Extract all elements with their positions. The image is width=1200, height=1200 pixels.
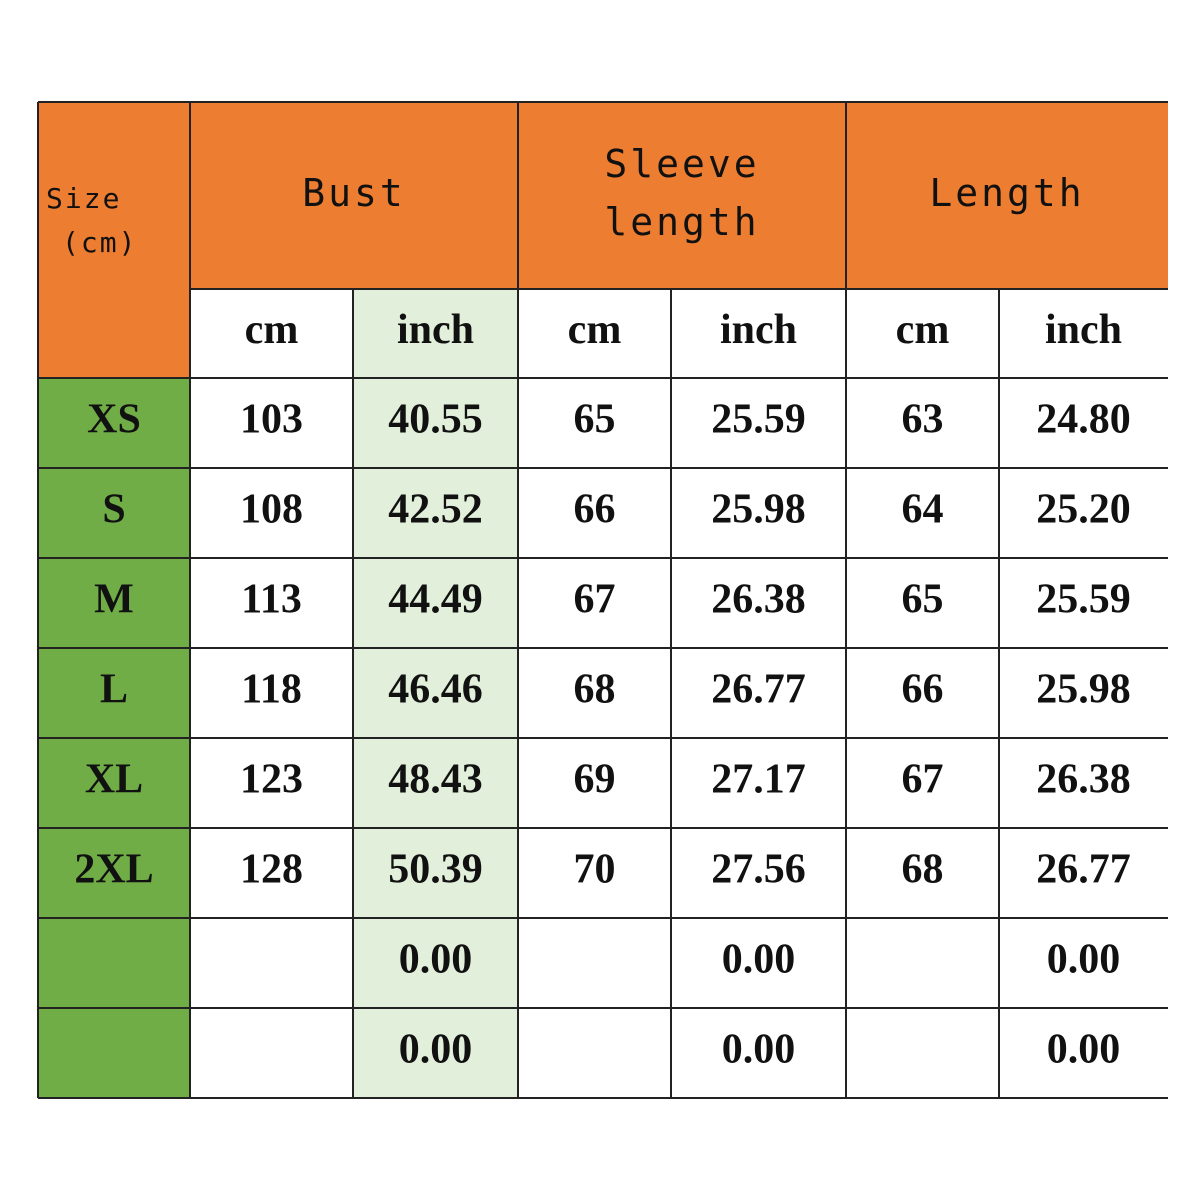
cell-value: 0.00	[1047, 1027, 1121, 1073]
cell-value: 25.98	[711, 487, 806, 533]
cell-value: 26.38	[711, 577, 806, 623]
cell-value: 26.38	[1036, 757, 1131, 803]
cell-value: 42.52	[388, 487, 483, 533]
cell-value: 123	[240, 757, 303, 803]
cell-value: 25.59	[1036, 577, 1131, 623]
size-header: Size	[46, 182, 121, 215]
cell-value: 48.43	[388, 757, 483, 803]
cell-value: 24.80	[1036, 397, 1131, 443]
size-header-bg	[38, 102, 190, 378]
cell-value: 44.49	[388, 577, 483, 623]
unit-header: cm	[568, 307, 622, 353]
cell-value: 46.46	[388, 667, 483, 713]
cell-value: 40.55	[388, 397, 483, 443]
cell-value: 67	[574, 577, 616, 623]
cell-value: 25.98	[1036, 667, 1131, 713]
cell-value: 0.00	[722, 937, 796, 983]
group-header: Length	[929, 171, 1084, 215]
cell-value: 68	[574, 667, 616, 713]
cell-value: 0.00	[1047, 937, 1121, 983]
cell-value: 70	[574, 847, 616, 893]
cell-value: 65	[902, 577, 944, 623]
unit-header: inch	[397, 307, 474, 353]
cell-value: 64	[902, 487, 944, 533]
size-label: XS	[87, 397, 141, 443]
size-label: L	[100, 667, 128, 713]
cell-value: 25.20	[1036, 487, 1131, 533]
cell-value: 128	[240, 847, 303, 893]
cell-value: 69	[574, 757, 616, 803]
unit-header: cm	[896, 307, 950, 353]
size-label: S	[102, 487, 125, 533]
cell-value: 108	[240, 487, 303, 533]
cell-value: 66	[902, 667, 944, 713]
cell-value: 66	[574, 487, 616, 533]
cell-value: 26.77	[1036, 847, 1131, 893]
cell-value: 0.00	[399, 1027, 473, 1073]
group-header: Bust	[302, 171, 406, 215]
size-label: M	[94, 577, 134, 623]
cell-value: 63	[902, 397, 944, 443]
group-header: length	[604, 200, 759, 244]
cell-value: 68	[902, 847, 944, 893]
unit-header: inch	[720, 307, 797, 353]
cell-value: 118	[241, 667, 302, 713]
inch-column-bg	[353, 289, 518, 1098]
unit-header: inch	[1045, 307, 1122, 353]
cell-value: 67	[902, 757, 944, 803]
cell-value: 27.56	[711, 847, 806, 893]
cell-value: 65	[574, 397, 616, 443]
size-label: XL	[85, 757, 143, 803]
cell-value: 50.39	[388, 847, 483, 893]
cell-value: 27.17	[711, 757, 806, 803]
cell-value: 26.77	[711, 667, 806, 713]
cell-value: 103	[240, 397, 303, 443]
cell-value: 113	[241, 577, 302, 623]
unit-header: cm	[245, 307, 299, 353]
header-bg	[38, 102, 1168, 289]
group-header: Sleeve	[604, 142, 759, 186]
size-header: (cm)	[62, 226, 137, 259]
cell-value: 0.00	[399, 937, 473, 983]
cell-value: 0.00	[722, 1027, 796, 1073]
cell-value: 25.59	[711, 397, 806, 443]
size-label: 2XL	[74, 847, 153, 893]
